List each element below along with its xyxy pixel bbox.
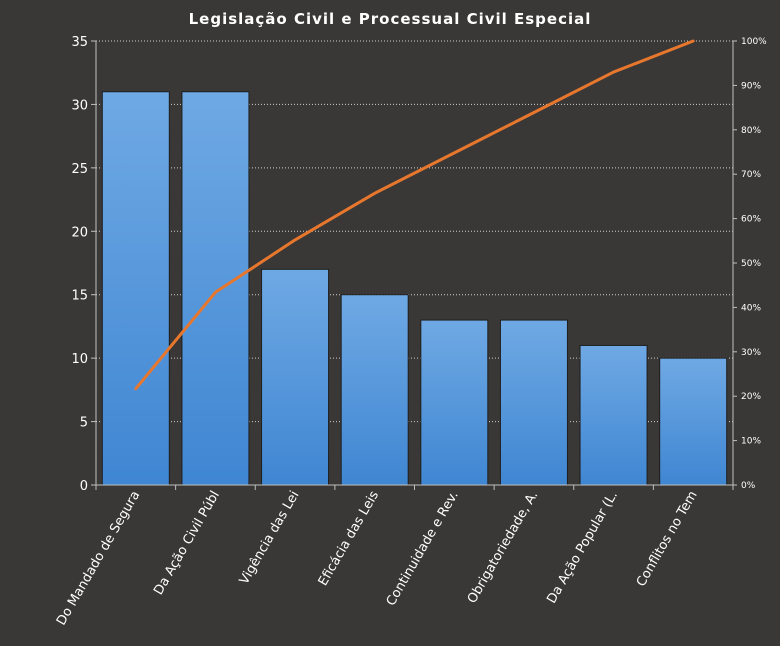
gridlines [96,40,733,423]
y-tick-label: 15 [71,289,88,304]
x-tick-label: Continuidade e Rev. [384,489,462,609]
bar [659,357,728,486]
bars [101,91,728,486]
y-tick-label: 20 [71,225,88,240]
y2-tick-label: 90% [741,81,761,91]
y-tick-label: 30 [71,98,88,113]
y2-tick-label: 10% [741,437,761,447]
chart-title: Legislação Civil e Processual Civil Espe… [189,10,592,28]
y2-tick-label: 20% [741,392,761,402]
x-tick-label: Vigência das Lei [237,489,303,588]
axes [91,40,737,490]
y2-tick-label: 70% [741,170,761,180]
bar [579,344,648,486]
y2-tick-label: 0% [741,481,756,491]
bar [181,91,250,486]
x-tick-label: Da Ação Popular (L. [544,489,621,607]
bar [499,319,568,486]
bar [420,319,489,486]
cumulative-percent-line [134,39,695,391]
bar [261,268,330,486]
y2-tick-label: 30% [741,348,761,358]
y2-tick-label: 80% [741,126,761,136]
y-tick-label: 5 [80,416,88,431]
bar [101,91,170,486]
y2-tick-label: 40% [741,303,761,313]
x-tick-label: Conflitos no Tem [634,489,701,590]
x-tick-label: Da Ação Civil Públ [151,489,223,598]
y2-tick-label: 50% [741,259,761,269]
x-tick-label: Do Mandado de Segura [54,489,143,629]
y-tick-label: 25 [71,162,88,177]
bar [340,294,409,486]
x-tick-label: Eficácia das Leis [316,488,383,588]
y2-tick-label: 100% [741,37,767,47]
cumulative-line-layer [134,39,695,391]
x-tick-label: Obrigatoriedade, A. [465,489,542,607]
y-tick-label: 35 [71,35,88,50]
y2-tick-label: 60% [741,215,761,225]
y-tick-label: 10 [71,352,88,367]
y-tick-label: 0 [80,479,88,494]
